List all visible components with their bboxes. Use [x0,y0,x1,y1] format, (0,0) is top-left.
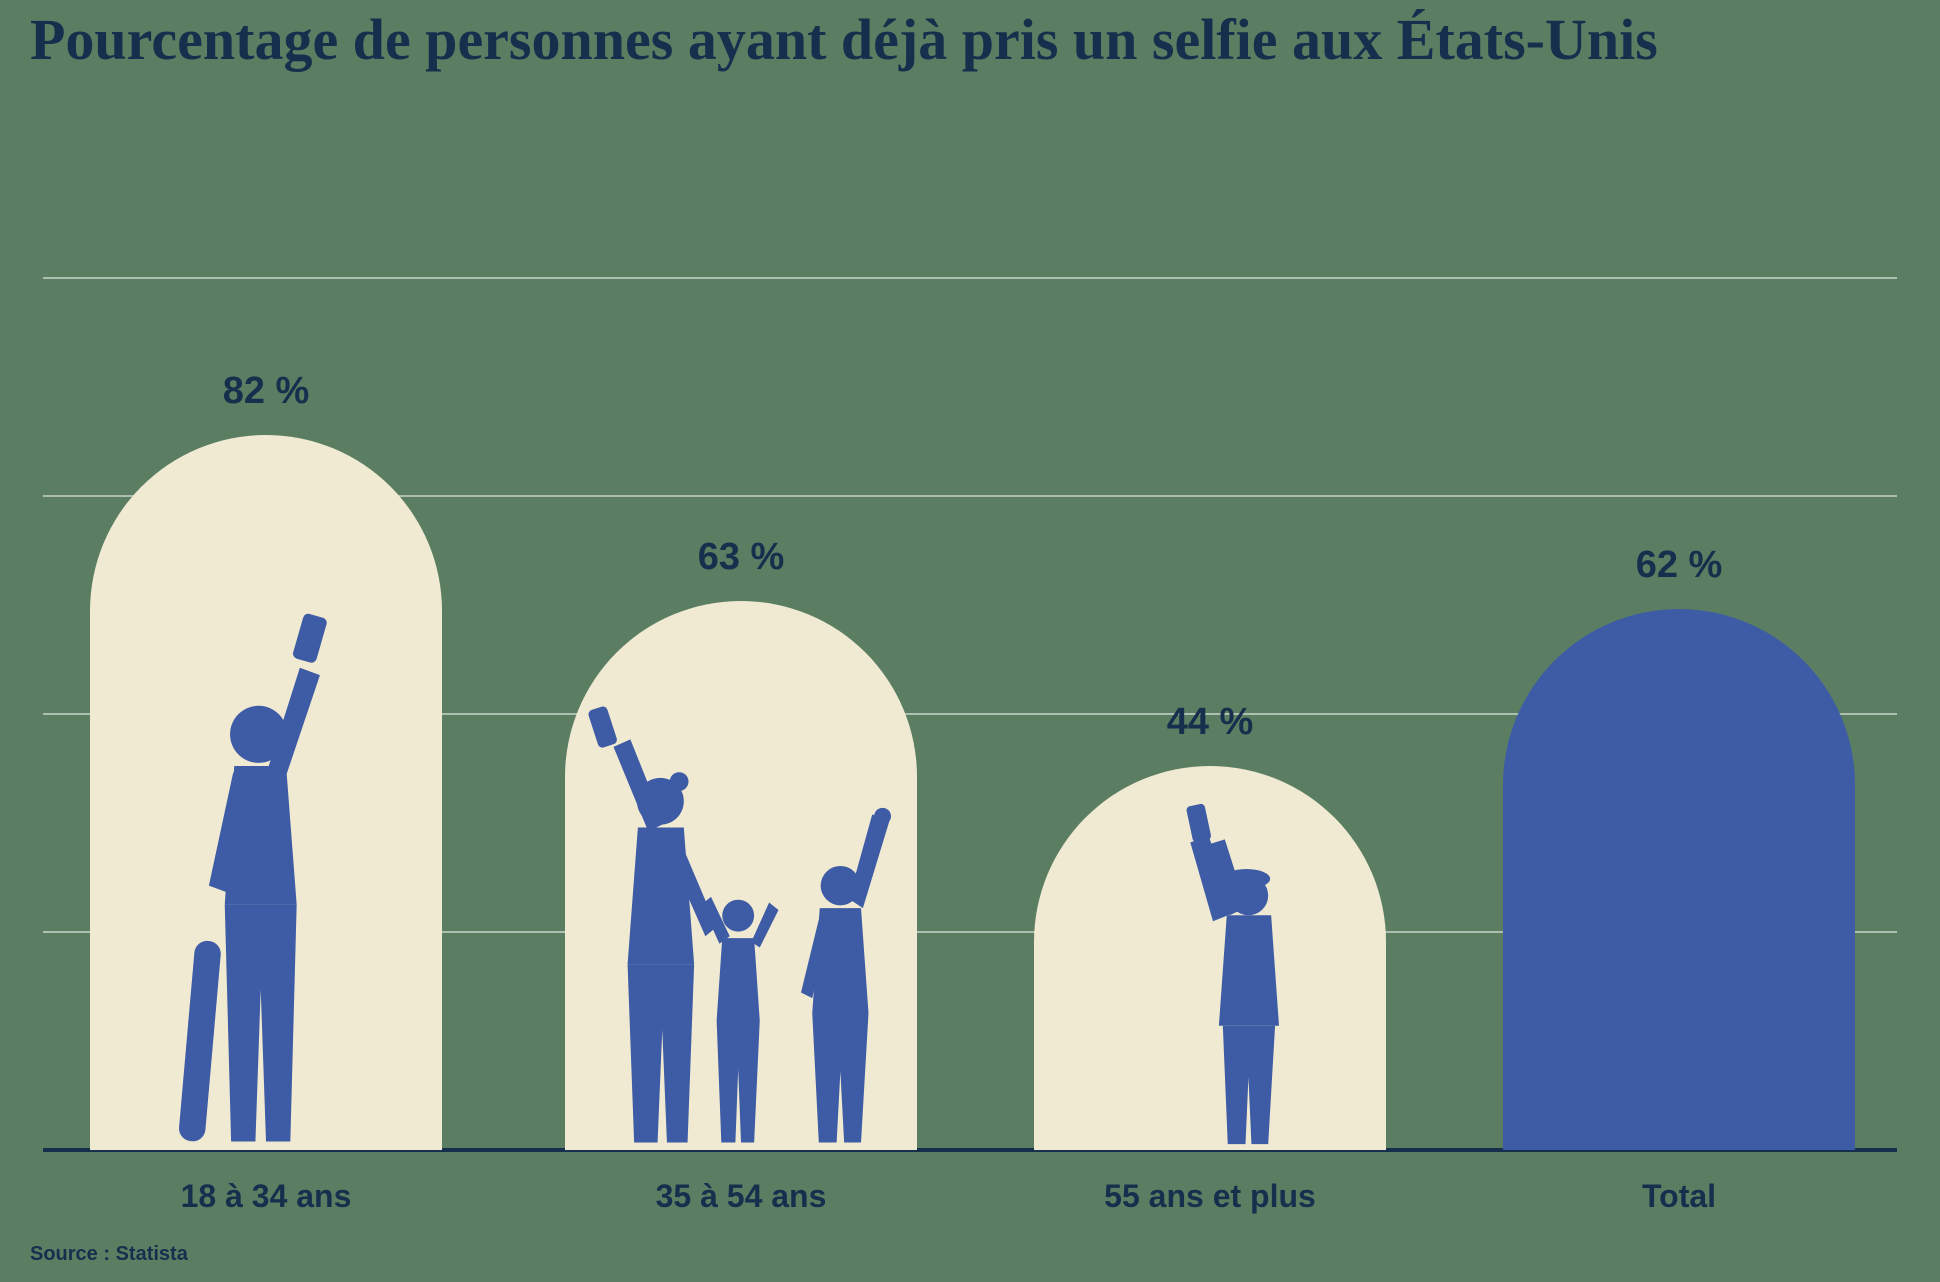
category-label-55-plus: 55 ans et plus [1104,1178,1316,1214]
phone-icon [293,613,327,663]
flat-cap-icon [1222,868,1271,889]
gridline-50 [43,713,1897,715]
bar-35-54 [565,600,917,1150]
category-label-18-34: 18 à 34 ans [180,1178,352,1214]
gridline-100 [43,277,1897,279]
x-axis-baseline [43,1148,1897,1152]
young-adult-selfie-silhouette [179,613,327,1142]
phone-icon [588,706,617,748]
category-label-total: Total [1641,1178,1717,1214]
chart-title: Pourcentage de personnes ayant déjà pris… [30,7,1658,72]
phone-icon [1186,803,1211,843]
bar-total [1503,609,1855,1150]
value-label-18-34: 82 % [222,369,310,412]
gridline-75 [43,495,1897,497]
source-label: Source : Statista [30,1243,188,1265]
value-label-total: 62 % [1635,544,1723,587]
gridline-25 [43,931,1897,933]
bar-18-34 [90,434,442,1150]
value-label-35-54: 63 % [697,535,785,578]
category-label-35-54: 35 à 54 ans [655,1178,827,1214]
value-label-55-plus: 44 % [1166,701,1254,744]
skateboard-icon [179,940,221,1142]
bar-55-plus [1034,766,1386,1150]
senior-selfie-silhouette [1186,803,1280,1145]
family-selfie-silhouette [588,706,891,1143]
